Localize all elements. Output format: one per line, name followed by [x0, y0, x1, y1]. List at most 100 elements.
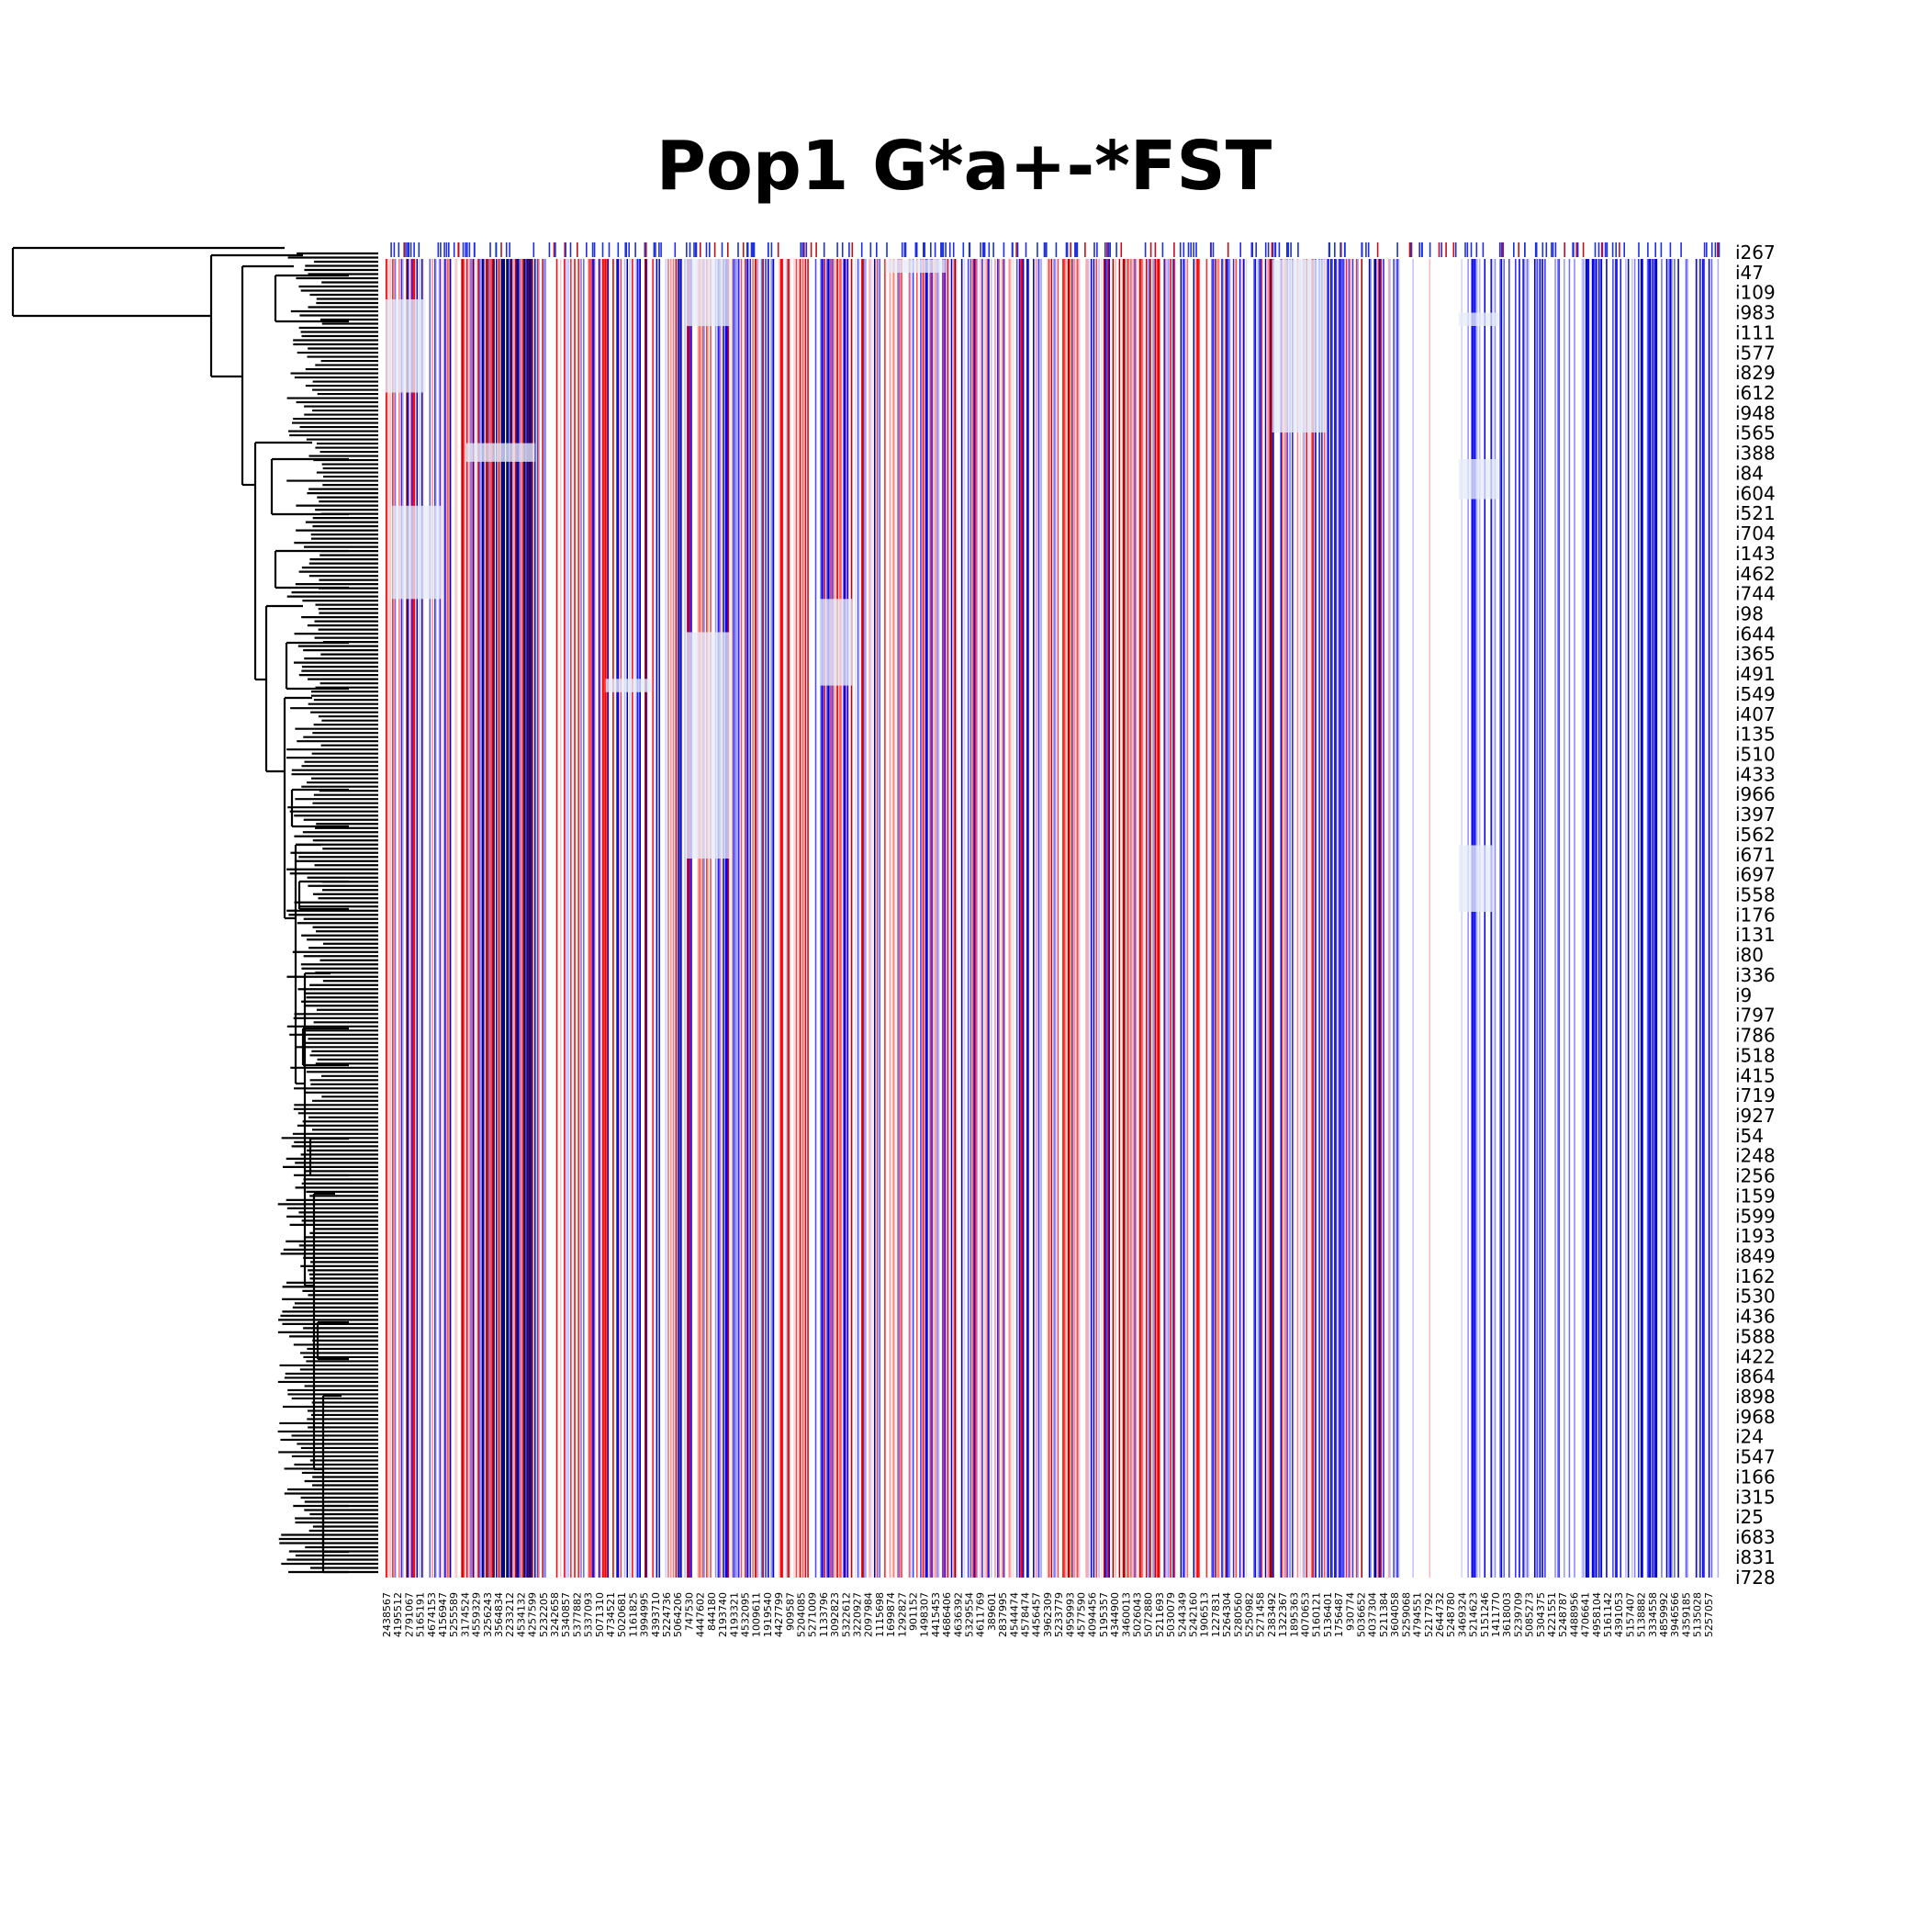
column-label: 4427799	[773, 1592, 785, 1637]
heatmap-top-cell	[1535, 242, 1538, 257]
heatmap-stripe	[1396, 246, 1399, 1578]
column-label: 3220927	[852, 1592, 864, 1637]
column-label: 5160121	[1311, 1592, 1323, 1637]
heatmap-stripe	[1143, 246, 1145, 1578]
heatmap-top-cell	[1647, 242, 1649, 257]
heatmap-stripe	[701, 246, 704, 1578]
heatmap-top-cell	[645, 242, 647, 257]
heatmap-stripe	[1544, 246, 1546, 1578]
heatmap-top-cell	[836, 242, 838, 257]
heatmap-top-cell	[695, 242, 698, 257]
heatmap-stripe	[645, 246, 647, 1578]
heatmap-stripe	[970, 246, 972, 1578]
heatmap-stripe	[570, 246, 572, 1578]
heatmap-top-cell	[1076, 242, 1079, 257]
row-label: i968	[1735, 1406, 1776, 1428]
heatmap-stripe	[1653, 246, 1655, 1578]
heatmap-stripe	[1309, 246, 1312, 1578]
heatmap-stripe	[1515, 246, 1517, 1578]
heatmap-stripe	[564, 246, 566, 1578]
heatmap-stripe	[998, 246, 1000, 1578]
heatmap-top-cell	[1106, 242, 1108, 257]
column-label: 5280560	[1232, 1592, 1244, 1637]
heatmap-stripe	[1554, 246, 1556, 1578]
heatmap-cluster-block	[818, 599, 853, 686]
heatmap-stripe	[935, 246, 937, 1578]
column-label: 5217792	[1423, 1592, 1435, 1637]
heatmap-stripe	[464, 246, 465, 1578]
heatmap-stripe	[1341, 246, 1344, 1578]
row-label: i256	[1735, 1165, 1776, 1187]
heatmap-top-cell	[1575, 242, 1577, 257]
heatmap-stripe	[1627, 246, 1630, 1578]
heatmap-stripe	[916, 246, 918, 1578]
heatmap-stripe	[588, 246, 591, 1578]
heatmap-stripe	[1145, 246, 1148, 1578]
heatmap-stripe	[990, 246, 992, 1578]
heatmap-stripe	[1053, 246, 1055, 1578]
column-label: 3564834	[493, 1592, 505, 1637]
heatmap-stripe	[488, 246, 490, 1578]
heatmap-top-cell	[468, 242, 471, 257]
row-label: i612	[1735, 382, 1776, 404]
heatmap-stripe	[1107, 246, 1109, 1578]
heatmap-stripe	[1616, 246, 1618, 1578]
column-label: 5340857	[560, 1592, 572, 1637]
heatmap-stripe	[1156, 246, 1158, 1578]
row-label: i644	[1735, 623, 1776, 645]
heatmap-top-cell	[1464, 242, 1466, 257]
heatmap-stripe	[1597, 246, 1600, 1578]
heatmap-stripe	[449, 246, 452, 1578]
heatmap-stripe	[680, 246, 682, 1578]
heatmap-stripe	[862, 246, 864, 1578]
heatmap-top-cell	[753, 242, 756, 257]
heatmap-stripe	[607, 246, 610, 1578]
heatmap-top-cell	[617, 242, 620, 257]
heatmap-stripe	[836, 246, 838, 1578]
heatmap-stripe	[593, 246, 595, 1578]
heatmap-stripe	[1586, 246, 1588, 1578]
heatmap-stripe	[578, 246, 581, 1578]
heatmap-stripe	[1620, 246, 1622, 1578]
column-label: 1919540	[762, 1592, 774, 1637]
row-label: i267	[1735, 242, 1776, 264]
row-label: i143	[1735, 543, 1776, 565]
heatmap-stripe	[1491, 246, 1494, 1578]
heatmap-stripe	[1606, 246, 1608, 1578]
heatmap-top-cell	[721, 242, 723, 257]
heatmap-stripe	[652, 246, 654, 1578]
heatmap-top-cell	[869, 242, 872, 257]
heatmap-top-cell	[1144, 242, 1147, 257]
heatmap-stripe	[1037, 246, 1038, 1578]
heatmap-top-cell	[941, 242, 943, 257]
heatmap-stripe	[1213, 246, 1216, 1578]
heatmap-stripe	[461, 246, 463, 1578]
heatmap-stripe	[521, 246, 523, 1578]
heatmap-stripe	[1323, 246, 1326, 1578]
heatmap-stripe	[871, 246, 873, 1578]
heatmap-stripe	[538, 246, 540, 1578]
column-label: 2193740	[717, 1592, 729, 1637]
heatmap-stripe	[507, 246, 510, 1578]
heatmap-stripe	[474, 246, 476, 1578]
heatmap-stripe	[1379, 246, 1381, 1578]
heatmap-stripe	[1211, 246, 1213, 1578]
heatmap-stripe	[484, 246, 487, 1578]
heatmap-stripe	[406, 246, 408, 1578]
heatmap-stripe	[407, 246, 409, 1578]
heatmap-top-cell	[625, 242, 627, 257]
heatmap-top-cell	[601, 242, 604, 257]
heatmap-stripe	[1001, 246, 1003, 1578]
heatmap-stripe	[448, 246, 450, 1578]
heatmap-stripe	[1067, 246, 1070, 1578]
heatmap-stripe	[930, 246, 932, 1578]
heatmap-stripe	[503, 246, 505, 1578]
heatmap-stripe	[794, 246, 796, 1578]
heatmap-stripe	[1047, 246, 1048, 1578]
heatmap-top-cell	[1239, 242, 1241, 257]
heatmap-stripe	[1574, 246, 1575, 1578]
heatmap-stripe	[1652, 246, 1653, 1578]
heatmap-top-cell	[1115, 242, 1117, 257]
heatmap-top-cell	[634, 242, 636, 257]
